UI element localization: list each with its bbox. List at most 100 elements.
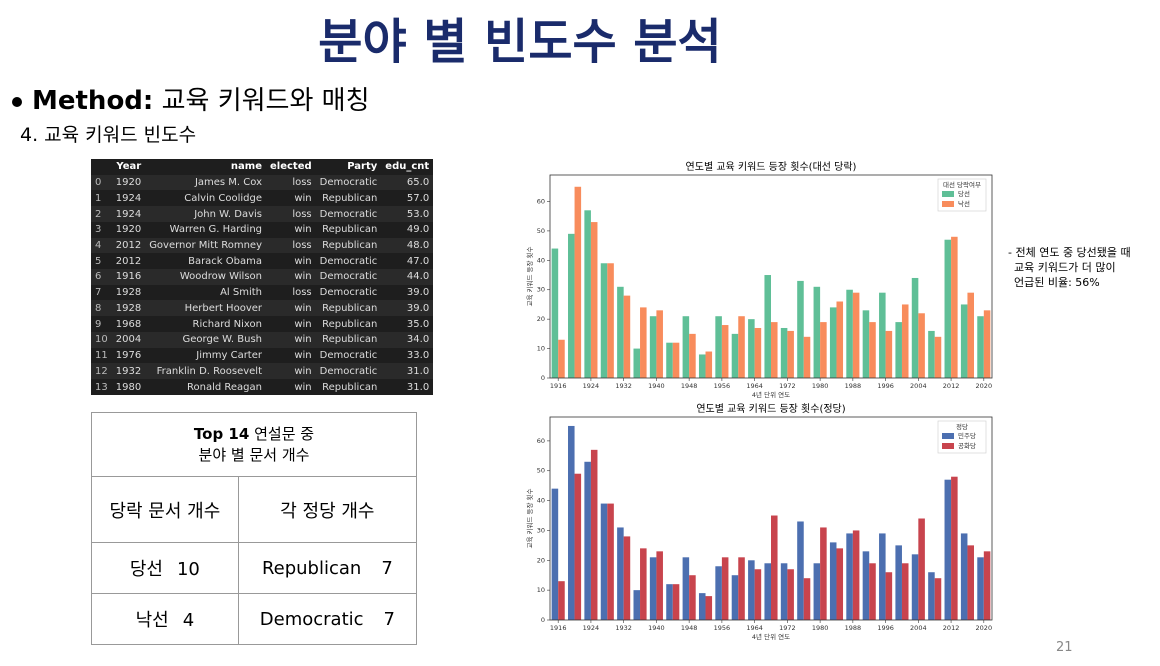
bar bbox=[607, 263, 614, 378]
bar bbox=[558, 581, 565, 620]
column-header: 당락 문서 개수 bbox=[91, 476, 239, 543]
x-tick-label: 1956 bbox=[714, 382, 731, 390]
table-cell: loss bbox=[266, 174, 316, 191]
y-tick-label: 10 bbox=[537, 586, 545, 594]
bar bbox=[738, 557, 745, 620]
x-tick-label: 1916 bbox=[550, 624, 567, 632]
summary-cell: Republican 7 bbox=[237, 542, 418, 594]
y-tick-label: 20 bbox=[537, 556, 545, 564]
header-bold: Top 14 bbox=[193, 424, 250, 443]
table-cell: 7 bbox=[95, 287, 102, 299]
row-label: 낙선 bbox=[135, 610, 169, 631]
note-line: 교육 키워드가 더 많이 bbox=[1014, 261, 1116, 274]
legend-swatch bbox=[942, 191, 954, 197]
bar bbox=[689, 575, 696, 620]
y-tick-label: 20 bbox=[537, 315, 545, 323]
table-cell: 2012 bbox=[115, 255, 142, 267]
bar bbox=[787, 569, 794, 620]
bar bbox=[780, 563, 788, 620]
row-label: Republican bbox=[261, 557, 362, 579]
bar bbox=[584, 210, 591, 378]
bar bbox=[803, 336, 811, 378]
bar bbox=[617, 286, 624, 378]
summary-row: 낙선 4 Democratic 7 bbox=[91, 593, 418, 645]
bar bbox=[721, 325, 729, 378]
table-row: 4 2012 Governor Mitt Romney loss Republican 4… bbox=[91, 237, 434, 254]
y-tick-label: 0 bbox=[541, 374, 545, 382]
table-cell: George W. Bush bbox=[145, 331, 266, 348]
bar bbox=[764, 275, 771, 378]
table-cell: loss bbox=[292, 287, 312, 299]
bar bbox=[895, 545, 902, 620]
table-cell: win bbox=[294, 381, 312, 393]
table-cell: 1924 bbox=[115, 192, 142, 204]
y-tick-label: 10 bbox=[537, 345, 545, 353]
column-header: Year bbox=[116, 161, 142, 173]
x-axis-label: 4년 단위 연도 bbox=[752, 632, 790, 641]
table-cell: 1928 bbox=[111, 300, 146, 317]
bar bbox=[672, 342, 680, 378]
bar bbox=[967, 545, 974, 620]
bar bbox=[977, 316, 984, 378]
table-cell: Woodrow Wilson bbox=[145, 269, 266, 285]
bar bbox=[633, 348, 641, 378]
summary-cell: Democratic 7 bbox=[237, 593, 418, 645]
x-tick-label: 1988 bbox=[845, 624, 862, 632]
bar bbox=[738, 316, 745, 378]
bar bbox=[780, 327, 788, 378]
table-cell: 34.0 bbox=[381, 331, 434, 348]
table-row: 2 1924 John W. Davis loss Democratic 53.0 bbox=[91, 206, 434, 222]
bar bbox=[666, 342, 673, 378]
table-cell: win bbox=[266, 363, 316, 380]
x-tick-label: 2004 bbox=[910, 382, 927, 390]
bar bbox=[918, 518, 925, 620]
x-tick-label: 1980 bbox=[812, 382, 829, 390]
bar bbox=[698, 593, 706, 620]
bar bbox=[682, 557, 690, 620]
bar bbox=[623, 295, 631, 378]
bar bbox=[836, 548, 844, 620]
table-cell: win bbox=[266, 269, 316, 285]
table-row: 0 1920 James M. Cox loss Democratic 65.0 bbox=[91, 174, 434, 191]
header-row: Year name elected Party edu_cnt bbox=[91, 159, 433, 175]
y-tick-label: 40 bbox=[537, 256, 545, 264]
x-tick-label: 2004 bbox=[910, 624, 927, 632]
x-tick-label: 1916 bbox=[550, 382, 567, 390]
table-cell: Herbert Hoover bbox=[145, 300, 266, 317]
table-row: 13 1980 Ronald Reagan win Republican 31.0 bbox=[91, 379, 433, 395]
y-tick-label: 50 bbox=[537, 467, 545, 475]
bar bbox=[590, 449, 598, 620]
bar bbox=[885, 330, 893, 378]
bar bbox=[820, 322, 827, 378]
header-text: 분야 별 문서 개수 bbox=[198, 445, 310, 464]
x-tick-label: 1972 bbox=[779, 624, 796, 632]
table-cell: win bbox=[294, 224, 312, 236]
table-cell: Al Smith bbox=[220, 287, 262, 299]
bar bbox=[568, 233, 575, 378]
bar bbox=[551, 248, 559, 378]
x-axis-label: 4년 단위 연도 bbox=[752, 390, 790, 399]
x-tick-label: 1996 bbox=[877, 624, 894, 632]
x-tick-label: 1972 bbox=[779, 382, 796, 390]
table-cell: 1916 bbox=[111, 269, 146, 285]
table-cell: Governor Mitt Romney bbox=[145, 237, 266, 254]
row-label: Democratic bbox=[259, 608, 364, 630]
y-axis-label: 교육 키워드 등장 횟수 bbox=[525, 246, 534, 306]
bar bbox=[771, 322, 778, 378]
table-row: 12 1932 Franklin D. Roosevelt win Democratic… bbox=[91, 363, 434, 380]
column-header: name bbox=[230, 161, 262, 173]
y-axis-label: 교육 키워드 등장 횟수 bbox=[525, 488, 534, 548]
x-tick-label: 1924 bbox=[583, 624, 600, 632]
table-cell: 35.0 bbox=[406, 318, 430, 330]
bar bbox=[960, 533, 968, 620]
bar bbox=[607, 503, 614, 620]
plot-frame bbox=[549, 416, 993, 621]
bar bbox=[617, 527, 624, 620]
table-cell: 33.0 bbox=[406, 349, 430, 361]
bar bbox=[820, 527, 827, 620]
bar bbox=[977, 557, 984, 620]
table-cell: 49.0 bbox=[406, 224, 430, 236]
summary-cell: 당선 10 bbox=[91, 542, 239, 594]
table-cell: 1920 bbox=[111, 174, 146, 191]
y-tick-label: 0 bbox=[541, 616, 545, 624]
